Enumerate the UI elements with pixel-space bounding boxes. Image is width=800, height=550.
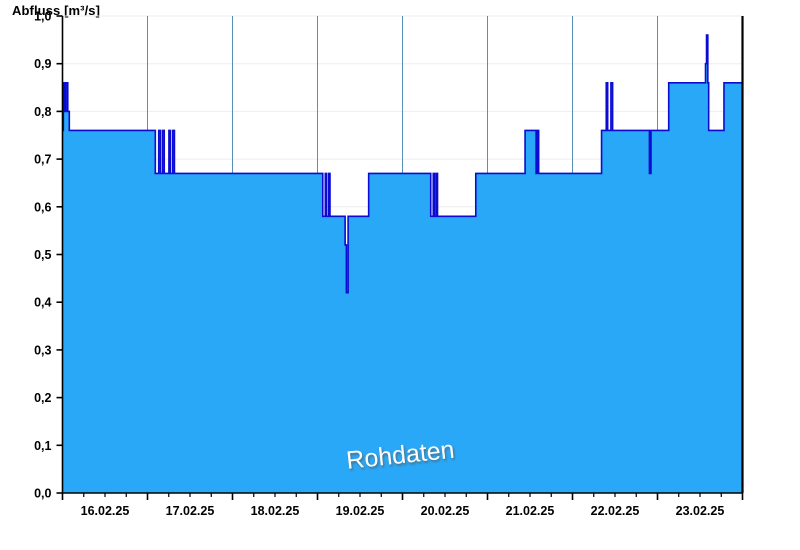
x-tick-label: 20.02.25 xyxy=(421,504,470,518)
y-tick-label: 0,1 xyxy=(34,439,51,453)
y-tick-label: 0,5 xyxy=(34,248,51,262)
x-tick-label: 22.02.25 xyxy=(591,504,640,518)
x-tick-label: 16.02.25 xyxy=(81,504,130,518)
x-tick-label: 21.02.25 xyxy=(506,504,555,518)
x-tick-label: 17.02.25 xyxy=(166,504,215,518)
x-tick-label: 23.02.25 xyxy=(676,504,725,518)
y-tick-label: 0,2 xyxy=(34,391,51,405)
y-tick-label: 0,4 xyxy=(34,296,51,310)
y-tick-label: 0,3 xyxy=(34,343,51,357)
y-tick-label: 0,8 xyxy=(34,105,51,119)
y-axis: 1,0 0,9 0,8 0,7 0,6 0,5 0,4 0,3 0,2 0,1 0,0 xyxy=(34,10,64,501)
y-tick-label: 0,6 xyxy=(34,200,51,214)
abfluss-area-fill xyxy=(62,35,743,493)
y-tick-label: 1,0 xyxy=(34,10,51,24)
x-tick-label: 18.02.25 xyxy=(251,504,300,518)
y-axis-title: Abfluss [m³/s] xyxy=(12,3,101,18)
abfluss-step-line xyxy=(62,34,743,294)
y-tick-label: 0,7 xyxy=(34,153,51,167)
x-tick-label: 19.02.25 xyxy=(336,504,385,518)
y-tick-label: 0,9 xyxy=(34,57,51,71)
y-tick-label: 0,0 xyxy=(34,487,51,501)
x-axis: 16.02.25 17.02.25 18.02.25 19.02.25 20.02.25… xyxy=(61,492,744,518)
